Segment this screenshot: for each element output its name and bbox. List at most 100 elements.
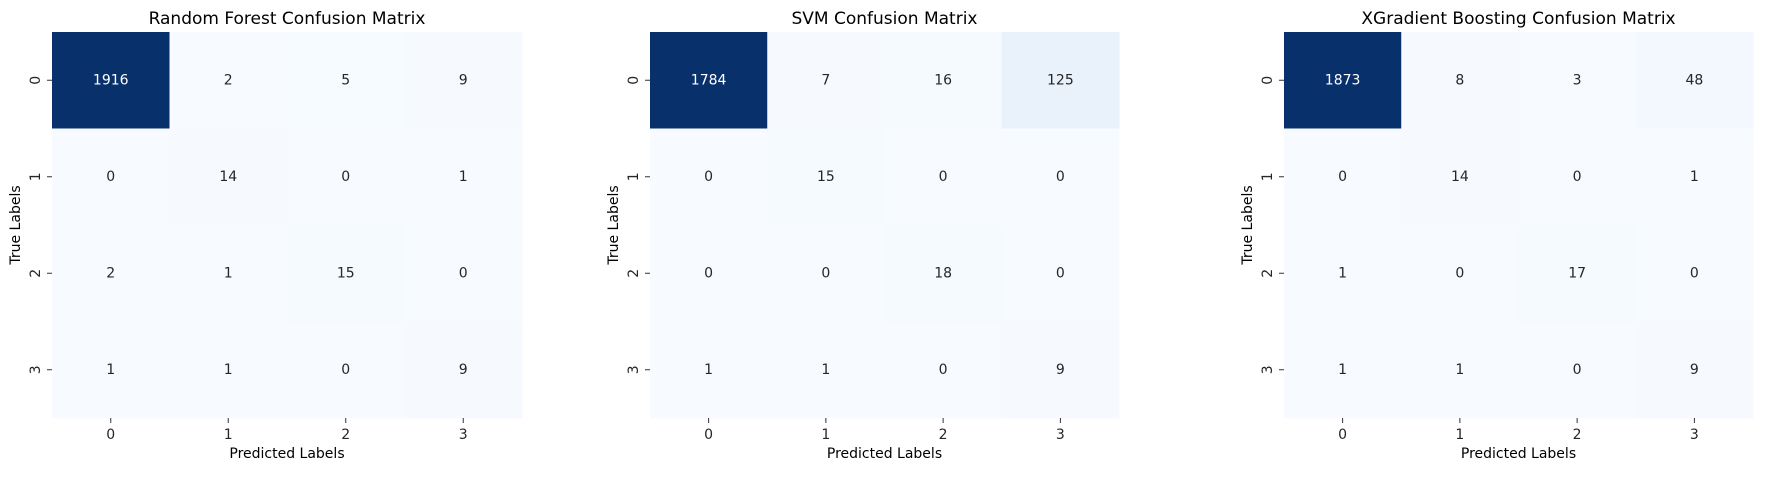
- heatmap-cell: [1635, 225, 1754, 322]
- cell-value-label: 0: [1455, 265, 1464, 281]
- heatmap-cell: [1001, 225, 1120, 322]
- cell-value-label: 0: [341, 362, 350, 378]
- heatmap-panel-0: 1916 2 5 9 0 14 0 1 2 1 15 0 1 1 0 9 0 1 2 3 0 1 2 3 Random Fore…: [8, 9, 523, 462]
- x-axis-label: Predicted Labels: [827, 446, 942, 462]
- chart-title: Random Forest Confusion Matrix: [149, 9, 426, 29]
- heatmap-cell: [884, 225, 1003, 322]
- cell-value-label: 15: [817, 169, 835, 185]
- x-axis-label: Predicted Labels: [1461, 446, 1576, 462]
- heatmap-cell: [1401, 128, 1519, 226]
- heatmap-cell: [404, 32, 523, 129]
- heatmap-cell: [1284, 225, 1402, 322]
- cell-value-label: 2: [224, 72, 233, 88]
- x-tick-label: 3: [1690, 427, 1699, 443]
- heatmap-cell: [650, 321, 768, 419]
- y-axis-label: True Labels: [8, 185, 24, 265]
- cell-value-label: 3: [1573, 72, 1582, 88]
- heatmap-panel-1: 1784 7 16 125 0 15 0 0 0 0 18 0 1 1 0 9 0 1 2 3 0 1 2 3 SVM Conf…: [606, 9, 1120, 462]
- cell-value-label: 0: [1056, 265, 1065, 281]
- heatmap-cell: [169, 225, 288, 322]
- heatmap-cell: [1001, 321, 1120, 419]
- heatmap-cell: [1401, 32, 1519, 129]
- chart-title: XGradient Boosting Confusion Matrix: [1361, 9, 1675, 29]
- y-tick-label: 3: [1260, 365, 1276, 374]
- cell-value-label: 7: [821, 72, 830, 88]
- heatmap-cell: [767, 225, 885, 322]
- cell-value-label: 48: [1685, 72, 1703, 88]
- heatmap-cell: [650, 32, 768, 129]
- heatmap-cell: [1518, 321, 1637, 419]
- heatmap-cell: [52, 225, 170, 322]
- x-tick-label: 2: [939, 427, 948, 443]
- cell-value-label: 1: [704, 362, 713, 378]
- cell-value-label: 0: [459, 265, 468, 281]
- x-tick-label: 1: [224, 427, 233, 443]
- cell-value-label: 0: [1573, 362, 1582, 378]
- x-tick-label: 0: [1338, 427, 1347, 443]
- cell-value-label: 1: [1338, 362, 1347, 378]
- heatmap-cell: [169, 128, 288, 226]
- x-axis-label: Predicted Labels: [229, 446, 344, 462]
- y-tick-label: 3: [626, 365, 642, 374]
- heatmap-cell: [1518, 225, 1637, 322]
- heatmap-cell: [404, 128, 523, 226]
- x-tick-label: 1: [1455, 427, 1464, 443]
- cell-value-label: 1873: [1325, 72, 1361, 88]
- cell-value-label: 1: [1455, 362, 1464, 378]
- cell-value-label: 1: [106, 362, 115, 378]
- heatmap-cell: [287, 225, 405, 322]
- x-tick-label: 3: [459, 427, 468, 443]
- heatmap-cell: [1518, 128, 1637, 226]
- heatmap-cell: [1635, 321, 1754, 419]
- x-tick-label: 2: [341, 427, 350, 443]
- cell-value-label: 0: [1056, 169, 1065, 185]
- cell-value-label: 9: [1056, 362, 1065, 378]
- cell-value-label: 0: [704, 169, 713, 185]
- heatmap-cell: [1001, 128, 1120, 226]
- heatmap-cell: [169, 32, 288, 129]
- cell-value-label: 1: [821, 362, 830, 378]
- y-tick-label: 0: [28, 76, 44, 85]
- cell-value-label: 14: [219, 169, 237, 185]
- cell-value-label: 125: [1047, 72, 1074, 88]
- cell-value-label: 1: [224, 265, 233, 281]
- heatmap-cell: [1284, 32, 1402, 129]
- heatmap-cell: [287, 128, 405, 226]
- cell-value-label: 1: [1338, 265, 1347, 281]
- cell-value-label: 8: [1455, 72, 1464, 88]
- heatmap-panel-2: 1873 8 3 48 0 14 0 1 1 0 17 0 1 1 0 9 0 1 2 3 0 1 2 3 XGradient …: [1240, 9, 1754, 462]
- heatmap-cell: [767, 32, 885, 129]
- heatmap-cell: [884, 128, 1003, 226]
- cell-value-label: 1916: [93, 72, 129, 88]
- heatmap-cell: [1518, 32, 1637, 129]
- cell-value-label: 15: [337, 265, 355, 281]
- y-tick-label: 0: [626, 76, 642, 85]
- y-tick-label: 0: [1260, 76, 1276, 85]
- x-tick-label: 1: [821, 427, 830, 443]
- heatmap-cell: [52, 32, 170, 129]
- y-tick-label: 1: [1260, 172, 1276, 181]
- cell-value-label: 16: [934, 72, 952, 88]
- heatmap-cell: [767, 128, 885, 226]
- heatmap-cell: [1284, 321, 1402, 419]
- heatmap-cell: [884, 32, 1003, 129]
- y-axis-label: True Labels: [606, 185, 622, 265]
- heatmap-cell: [1635, 128, 1754, 226]
- cell-value-label: 0: [704, 265, 713, 281]
- heatmap-cell: [650, 128, 768, 226]
- cell-value-label: 0: [341, 169, 350, 185]
- cell-value-label: 0: [821, 265, 830, 281]
- cell-value-label: 1: [224, 362, 233, 378]
- heatmap-cell: [1401, 321, 1519, 419]
- cell-value-label: 18: [934, 265, 952, 281]
- heatmap-cell: [404, 321, 523, 419]
- y-tick-label: 2: [1260, 269, 1276, 278]
- heatmap-cell: [169, 321, 288, 419]
- heatmap-cell: [404, 225, 523, 322]
- y-tick-label: 1: [28, 172, 44, 181]
- heatmap-cell: [52, 128, 170, 226]
- cell-value-label: 0: [1690, 265, 1699, 281]
- heatmap-cell: [1635, 32, 1754, 129]
- cell-value-label: 1: [459, 169, 468, 185]
